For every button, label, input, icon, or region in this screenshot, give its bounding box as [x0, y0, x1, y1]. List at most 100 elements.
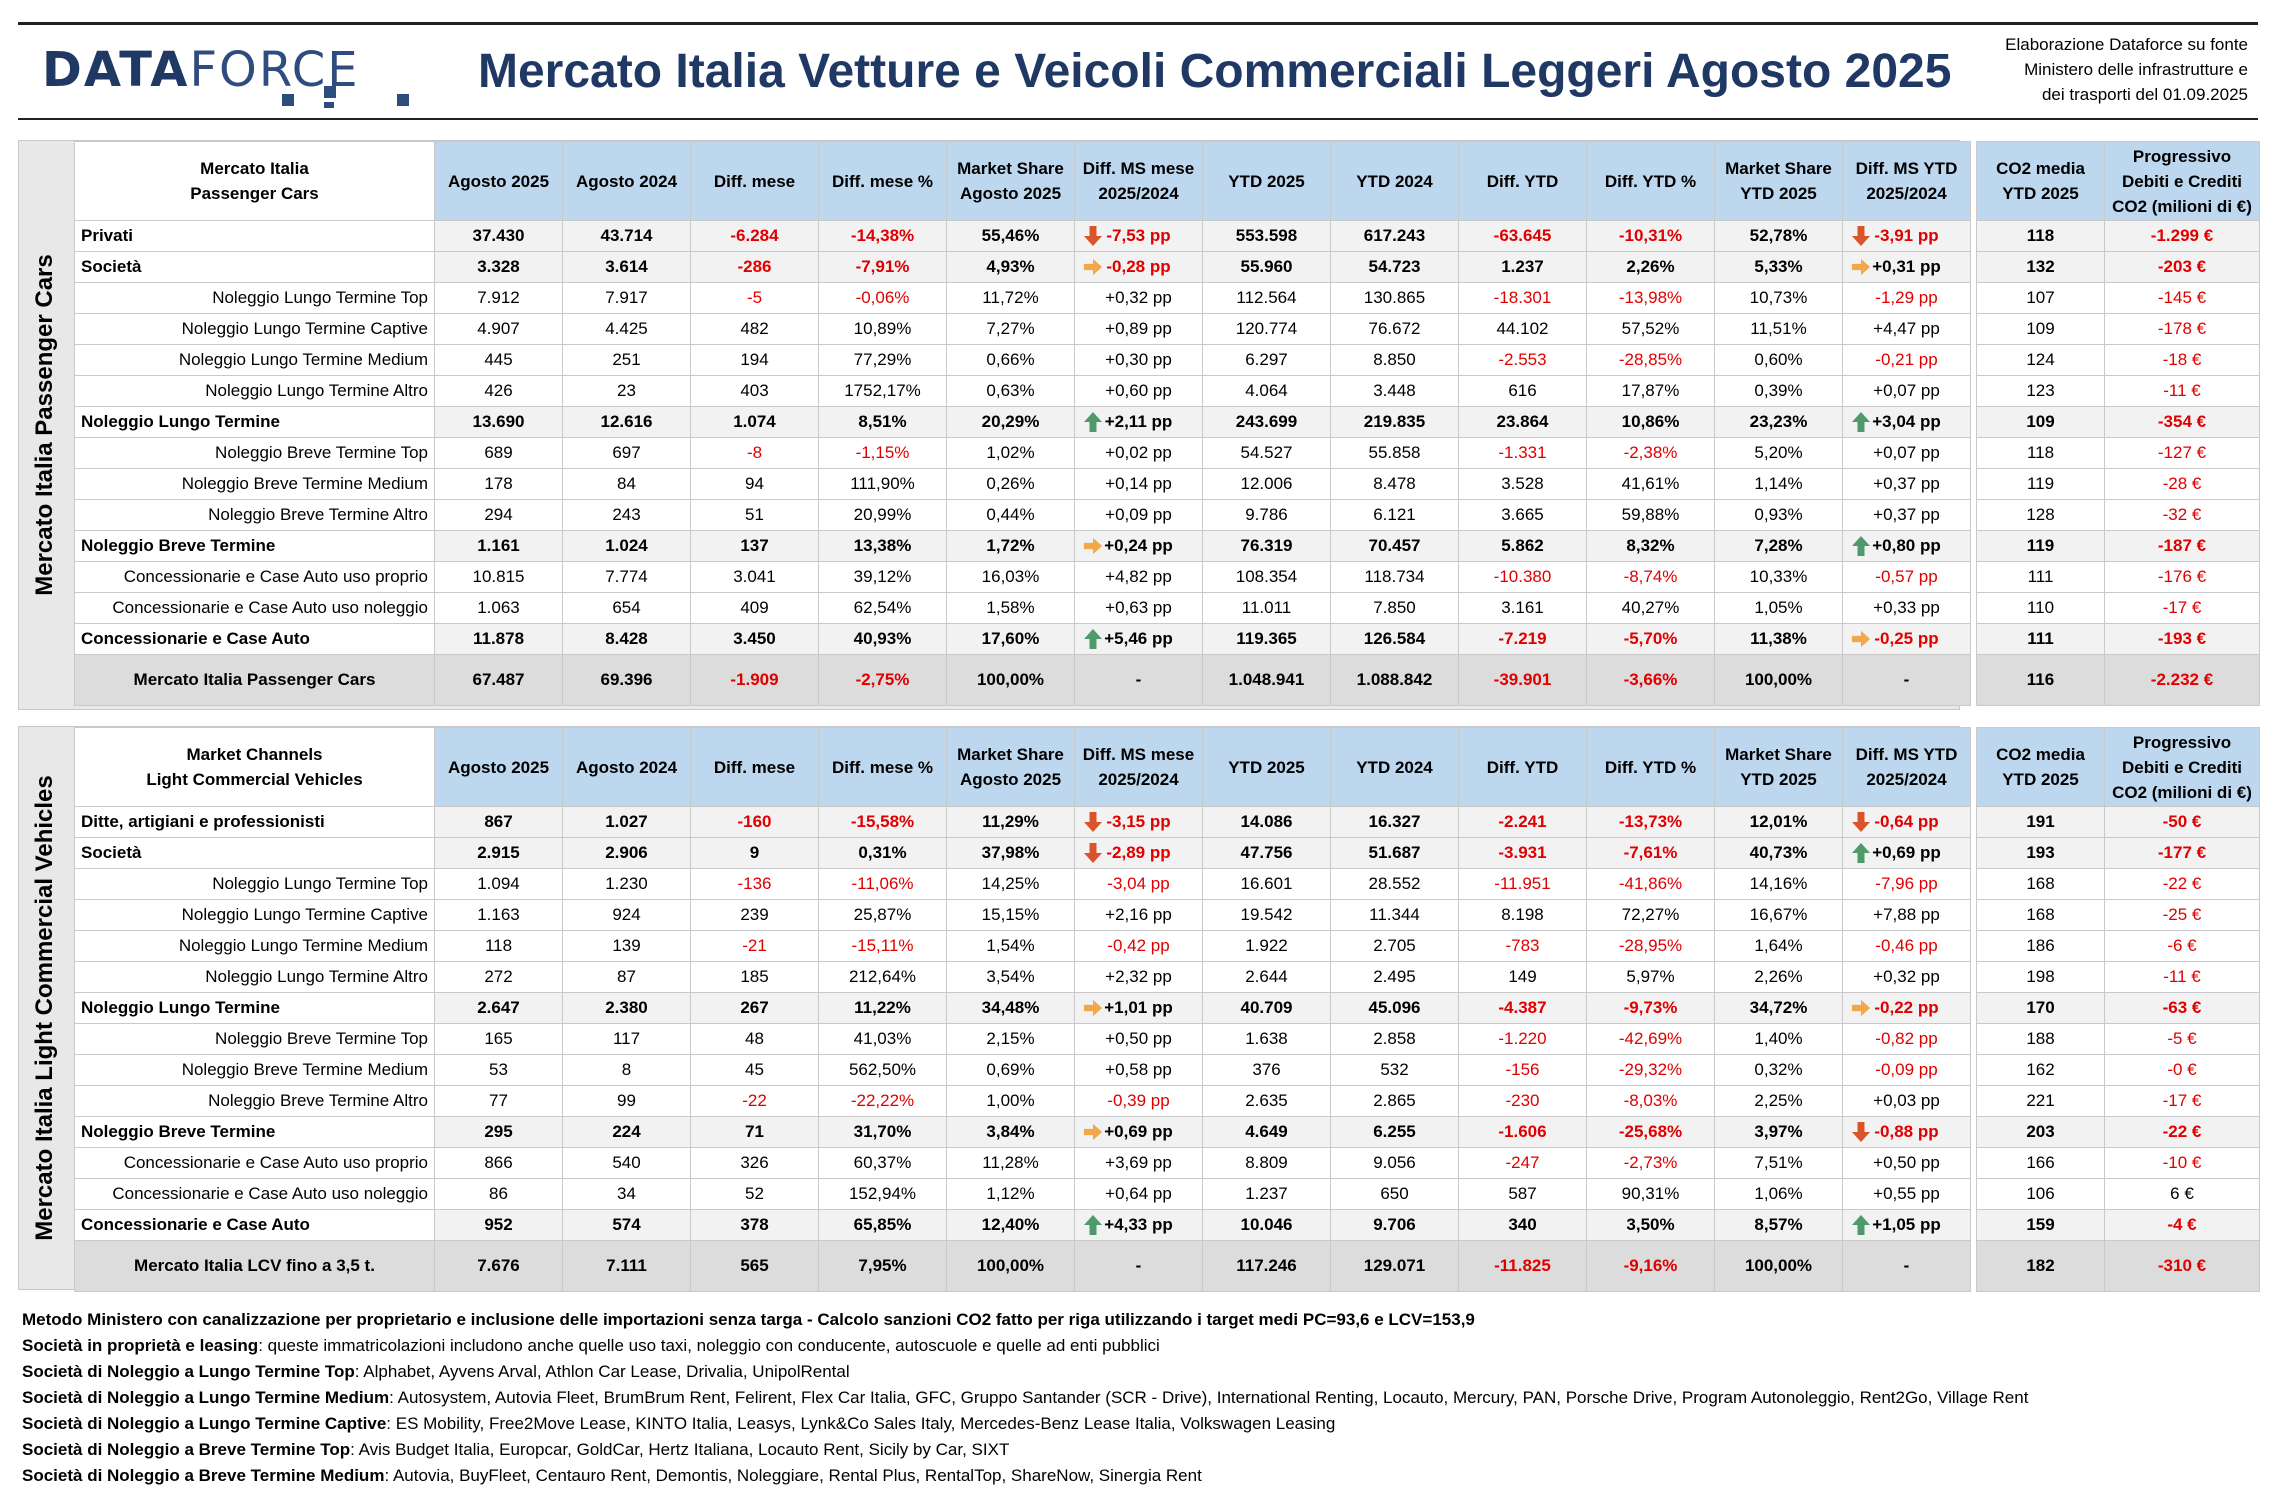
cell: 16.327 — [1330, 806, 1459, 838]
footnotes: Metodo Ministero con canalizzazione per … — [22, 1307, 2028, 1489]
cell: -0,46 pp — [1842, 930, 1971, 962]
co2-cell: -187 € — [2104, 530, 2260, 562]
cell: 616 — [1458, 375, 1587, 407]
cell: +0,89 pp — [1074, 313, 1203, 345]
cell: 28.552 — [1330, 868, 1459, 900]
cell: 76.672 — [1330, 313, 1459, 345]
co2-cell: 110 — [1976, 592, 2105, 624]
cell: 11,51% — [1714, 313, 1843, 345]
row-label: Noleggio Lungo Termine Captive — [74, 313, 435, 345]
cell: 7.774 — [562, 561, 691, 593]
row-label: Noleggio Lungo Termine Medium — [74, 344, 435, 376]
cell: 1,00% — [946, 1085, 1075, 1117]
cell: 7,28% — [1714, 530, 1843, 562]
column-header: Agosto 2025 — [434, 141, 563, 221]
co2-row: 128 -32 € — [1976, 499, 2260, 531]
footnote-line: Metodo Ministero con canalizzazione per … — [22, 1310, 1475, 1329]
cell: 23,23% — [1714, 406, 1843, 438]
column-header: YTD 2025 — [1202, 141, 1331, 221]
cell: -7,91% — [818, 251, 947, 283]
cell: -1.606 — [1458, 1116, 1587, 1148]
table-row: Noleggio Lungo Termine Captive 4.907 4.425… — [74, 313, 1971, 345]
cell: 9.706 — [1330, 1209, 1459, 1241]
cell: 378 — [690, 1209, 819, 1241]
table-row: Privati 37.430 43.714 -6.284 -14,38% 55,46% -7… — [74, 220, 1971, 252]
cell: 39,12% — [818, 561, 947, 593]
cell: 1.094 — [434, 868, 563, 900]
co2-row: 170 -63 € — [1976, 992, 2260, 1024]
co2-cell: 182 — [1976, 1240, 2105, 1292]
corner-header: Mercato Italia Passenger Cars — [74, 141, 435, 221]
cell: 11,72% — [946, 282, 1075, 314]
column-header: Diff. MS YTD 2025/2024 — [1842, 727, 1971, 807]
cell: -0,25 pp — [1842, 623, 1971, 655]
co2-cell: -63 € — [2104, 992, 2260, 1024]
cell: 1.048.941 — [1202, 654, 1331, 706]
cell: +3,04 pp — [1842, 406, 1971, 438]
cell: +0,60 pp — [1074, 375, 1203, 407]
co2-row: 123 -11 € — [1976, 375, 2260, 407]
cell: 43.714 — [562, 220, 691, 252]
column-header: Diff. YTD — [1458, 141, 1587, 221]
cell: 8 — [562, 1054, 691, 1086]
co2-cell: -177 € — [2104, 837, 2260, 869]
cell: 8.850 — [1330, 344, 1459, 376]
cell: 0,93% — [1714, 499, 1843, 531]
cell: 0,39% — [1714, 375, 1843, 407]
row-label: Noleggio Lungo Termine Altro — [74, 375, 435, 407]
cell: -8 — [690, 437, 819, 469]
cell: 243 — [562, 499, 691, 531]
page-title: Mercato Italia Vetture e Veicoli Commerc… — [478, 45, 1952, 98]
row-label: Noleggio Breve Termine Altro — [74, 1085, 435, 1117]
co2-cell: 109 — [1976, 313, 2105, 345]
cell: 0,63% — [946, 375, 1075, 407]
cell: 5.862 — [1458, 530, 1587, 562]
table-row: Noleggio Breve Termine Altro 77 99 -22 -22,2… — [74, 1085, 1971, 1117]
table-row: Concessionarie e Case Auto uso noleggio 8… — [74, 1178, 1971, 1210]
cell: 1.237 — [1458, 251, 1587, 283]
co2-cell: 168 — [1976, 899, 2105, 931]
cell: 12,01% — [1714, 806, 1843, 838]
co2-cell: -176 € — [2104, 561, 2260, 593]
cell: 51 — [690, 499, 819, 531]
cell: 8,57% — [1714, 1209, 1843, 1241]
row-label: Noleggio Breve Termine Top — [74, 437, 435, 469]
row-label: Noleggio Lungo Termine Top — [74, 282, 435, 314]
cell: 70.457 — [1330, 530, 1459, 562]
cell: +0,80 pp — [1842, 530, 1971, 562]
cell: -2,89 pp — [1074, 837, 1203, 869]
cell: 20,29% — [946, 406, 1075, 438]
cell: 129.071 — [1330, 1240, 1459, 1292]
cell: 13,38% — [818, 530, 947, 562]
table-row: Noleggio Breve Termine Medium 53 8 45 562,50… — [74, 1054, 1971, 1086]
cell: 130.865 — [1330, 282, 1459, 314]
cell: 94 — [690, 468, 819, 500]
co2-cell: -193 € — [2104, 623, 2260, 655]
cell: 2,25% — [1714, 1085, 1843, 1117]
arrow-down-icon — [1084, 812, 1102, 832]
row-label: Noleggio Breve Termine Top — [74, 1023, 435, 1055]
cell: 426 — [434, 375, 563, 407]
cell: 2.495 — [1330, 961, 1459, 993]
cell: +0,32 pp — [1842, 961, 1971, 993]
column-header: Diff. YTD — [1458, 727, 1587, 807]
cell: -3,04 pp — [1074, 868, 1203, 900]
cell: - — [1842, 654, 1971, 706]
cell: -286 — [690, 251, 819, 283]
cell: 617.243 — [1330, 220, 1459, 252]
co2-row: 198 -11 € — [1976, 961, 2260, 993]
cell: 1,54% — [946, 930, 1075, 962]
cell: 15,15% — [946, 899, 1075, 931]
cell: +0,31 pp — [1842, 251, 1971, 283]
cell: 14,16% — [1714, 868, 1843, 900]
footnote-line: Società di Noleggio a Lungo Termine Capt… — [22, 1414, 1336, 1433]
cell: -0,42 pp — [1074, 930, 1203, 962]
cell: 20,99% — [818, 499, 947, 531]
cell: 0,32% — [1714, 1054, 1843, 1086]
cell: 108.354 — [1202, 561, 1331, 593]
cell: 6.121 — [1330, 499, 1459, 531]
row-label: Noleggio Breve Termine Altro — [74, 499, 435, 531]
cell: -11,06% — [818, 868, 947, 900]
cell: 1,72% — [946, 530, 1075, 562]
cell: +0,14 pp — [1074, 468, 1203, 500]
